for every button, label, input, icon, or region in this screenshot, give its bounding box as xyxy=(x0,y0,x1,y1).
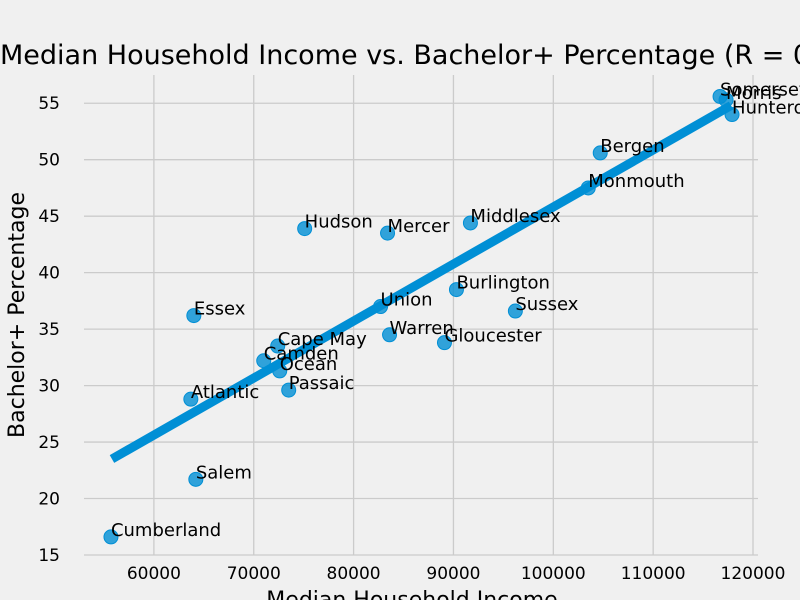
x-tick-label: 70000 xyxy=(227,564,281,584)
data-point xyxy=(580,180,596,196)
point-label: Ocean xyxy=(280,354,338,375)
y-tick-label: 35 xyxy=(38,320,60,340)
point-label: Essex xyxy=(194,299,246,320)
data-point xyxy=(718,92,734,108)
point-label: Burlington xyxy=(456,273,549,294)
point-label: Gloucester xyxy=(444,326,542,347)
y-axis-title: Bachelor+ Percentage xyxy=(5,192,30,438)
point-label: Middlesex xyxy=(470,206,561,227)
point-label: Camden xyxy=(264,344,339,365)
y-tick-label: 40 xyxy=(38,264,60,284)
x-tick-label: 90000 xyxy=(426,564,480,584)
y-tick-label: 50 xyxy=(38,151,60,171)
point-label: Cape May xyxy=(278,329,367,350)
y-tick-label: 45 xyxy=(38,207,60,227)
x-tick-label: 100000 xyxy=(521,564,586,584)
y-axis-ticks: 15 20 25 30 35 40 45 50 55 xyxy=(38,94,60,566)
point-label: Bergen xyxy=(600,136,664,157)
point-label: Union xyxy=(381,290,433,311)
y-tick-label: 15 xyxy=(38,546,60,566)
y-tick-label: 25 xyxy=(38,433,60,453)
y-tick-label: 30 xyxy=(38,377,60,397)
data-point xyxy=(270,338,286,354)
x-tick-label: 110000 xyxy=(621,564,686,584)
point-label: Mercer xyxy=(388,216,451,237)
chart-title: Median Household Income vs. Bachelor+ Pe… xyxy=(0,40,800,71)
data-point xyxy=(592,145,608,161)
point-label: Atlantic xyxy=(191,382,259,403)
data-point xyxy=(462,215,478,231)
data-point xyxy=(103,529,119,545)
point-label: Salem xyxy=(196,462,252,483)
data-point xyxy=(724,107,740,123)
data-point xyxy=(507,303,523,319)
point-label: Hudson xyxy=(305,212,373,233)
point-label: Morris xyxy=(726,83,781,104)
data-points xyxy=(103,88,740,545)
trendline xyxy=(109,101,734,463)
data-point xyxy=(297,221,313,237)
point-labels: SomersetMorrisHunterdon Bergen Monmouth Hud… xyxy=(111,79,800,540)
data-point xyxy=(183,391,199,407)
y-tick-label: 55 xyxy=(38,94,60,114)
data-point xyxy=(373,299,389,315)
data-point xyxy=(380,225,396,241)
x-axis-ticks: 60000 70000 80000 90000 100000 110000 120000 xyxy=(127,564,786,584)
data-point xyxy=(436,335,452,351)
y-tick-label: 20 xyxy=(38,490,60,510)
data-point xyxy=(448,282,464,298)
point-label: Hunterdon xyxy=(732,98,800,119)
data-point xyxy=(256,353,272,369)
point-label: Sussex xyxy=(515,294,578,315)
x-tick-label: 60000 xyxy=(127,564,181,584)
x-tick-label: 120000 xyxy=(721,564,786,584)
point-label: Passaic xyxy=(289,373,355,394)
data-point xyxy=(272,363,288,379)
data-point xyxy=(186,308,202,324)
point-label: Somerset xyxy=(720,79,800,100)
point-label: Monmouth xyxy=(588,171,684,192)
x-axis-title: Median Household Income xyxy=(266,588,557,600)
data-point xyxy=(281,382,297,398)
x-tick-label: 80000 xyxy=(327,564,381,584)
point-label: Cumberland xyxy=(111,520,221,541)
data-point xyxy=(382,327,398,343)
data-point xyxy=(188,471,204,487)
point-label: Warren xyxy=(390,318,454,339)
